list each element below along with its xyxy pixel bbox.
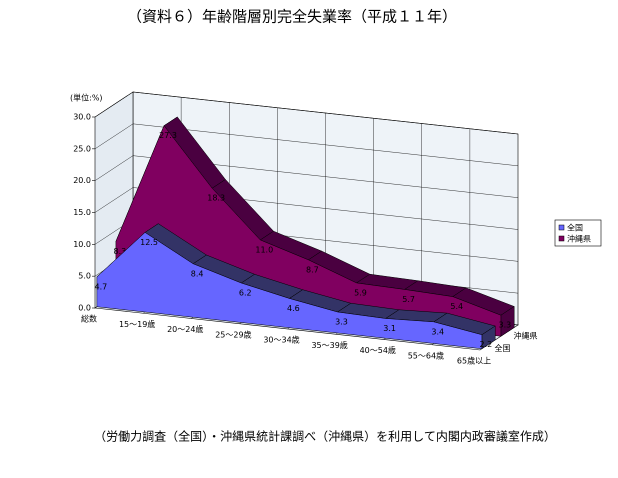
y-tick-label: 30.0 — [73, 113, 91, 122]
data-label: 27.3 — [159, 131, 177, 140]
grid-line — [94, 91, 134, 118]
data-label: 4.7 — [95, 282, 108, 291]
x-tick-label: 65歳以上 — [457, 356, 491, 366]
grid-line — [132, 91, 519, 135]
grid-line — [94, 123, 134, 150]
data-label: 12.5 — [140, 238, 158, 247]
legend-label: 全国 — [567, 223, 583, 233]
x-tick-label: 総数 — [81, 314, 97, 324]
data-label: 5.9 — [354, 288, 367, 297]
x-tick-label: 15～19歳 — [119, 319, 155, 329]
data-label: 4.6 — [287, 304, 300, 313]
data-label: 5.7 — [402, 295, 415, 304]
data-label: 11.0 — [255, 245, 273, 254]
y-tick-label: 20.0 — [73, 176, 91, 185]
x-tick-label: 25～29歳 — [215, 329, 251, 339]
legend-label: 沖縄県 — [567, 234, 591, 244]
series-axis-label: 沖縄県 — [514, 330, 538, 340]
data-label: 8.3 — [114, 247, 127, 256]
legend-swatch — [558, 235, 565, 242]
grid-line — [94, 187, 134, 213]
area — [96, 232, 483, 350]
data-label: 3.3 — [335, 317, 348, 326]
y-tick-label: 25.0 — [73, 144, 91, 153]
data-label: 8.7 — [306, 265, 319, 274]
note: （労働力調査（全国）・沖縄県統計課調べ（沖縄県）を利用して内閣内政審議室作成） — [94, 429, 556, 444]
x-tick-label: 35～39歳 — [311, 340, 347, 350]
data-label: 3.3 — [499, 321, 512, 330]
y-tick-label: 10.0 — [73, 240, 91, 249]
legend-swatch — [558, 224, 565, 231]
x-tick-label: 20～24歳 — [167, 324, 203, 334]
data-label: 8.4 — [191, 269, 204, 278]
x-tick-label: 30～34歳 — [263, 335, 299, 345]
x-tick-label: 40～54歳 — [360, 345, 396, 355]
grid-line — [132, 123, 519, 167]
y-tick-label: 0.0 — [78, 304, 91, 313]
legend-box — [554, 219, 602, 247]
data-label: 18.3 — [207, 194, 225, 203]
y-tick-label: 5.0 — [78, 272, 91, 281]
series-axis-label: 全国 — [495, 343, 511, 353]
data-label: 2.2 — [480, 340, 493, 349]
y-tick-label: 15.0 — [73, 208, 91, 217]
data-label: 5.4 — [450, 302, 463, 311]
unit-label: (単位:%) — [70, 93, 103, 103]
data-label: 3.4 — [431, 327, 444, 336]
x-tick-label: 55～64歳 — [408, 350, 444, 360]
chart-title: （資料６）年齢階層別完全失業率（平成１１年） — [127, 8, 457, 26]
data-label: 6.2 — [239, 289, 252, 298]
data-label: 3.1 — [383, 324, 396, 333]
grid-line — [94, 155, 134, 181]
